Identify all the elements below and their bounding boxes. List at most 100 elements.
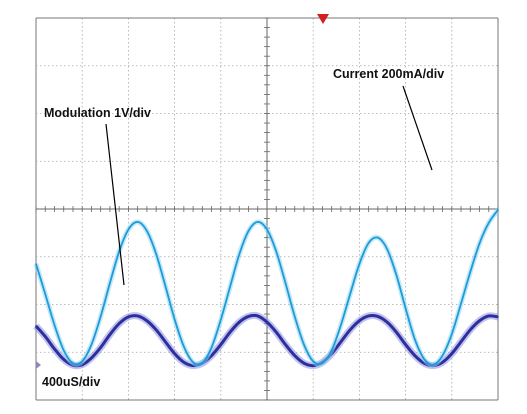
current-data-point: [72, 362, 74, 365]
current-data-point: [192, 361, 194, 364]
modulation-data-point: [256, 315, 259, 317]
modulation-data-point: [284, 343, 287, 346]
modulation-data-point: [386, 321, 388, 323]
modulation-data-point: [377, 315, 379, 318]
current-data-point: [451, 333, 453, 335]
current-data-point: [478, 242, 481, 245]
modulation-data-point: [395, 331, 398, 333]
current-data-point: [293, 315, 296, 318]
graticule-center-ticks: [35, 17, 499, 401]
current-data-point: [395, 274, 398, 276]
current-data-point: [146, 230, 148, 232]
current-trace-points: [35, 209, 499, 366]
modulation-data-point: [164, 340, 167, 343]
current-data-point: [81, 360, 83, 363]
current-data-point: [220, 318, 222, 321]
modulation-data-point: [183, 361, 185, 364]
current-data-point: [173, 318, 176, 321]
modulation-data-point: [53, 348, 56, 350]
modulation-data-point: [404, 343, 407, 346]
modulation-scale-label: Modulation 1V/div: [44, 106, 151, 120]
current-data-point: [35, 263, 37, 265]
modulation-data-point: [173, 352, 176, 355]
modulation-data-point: [109, 333, 111, 336]
modulation-data-point: [497, 316, 499, 318]
current-data-point: [330, 349, 333, 352]
current-data-point: [441, 354, 444, 357]
modulation-data-point: [229, 331, 231, 333]
current-data-point: [164, 285, 167, 287]
modulation-data-point: [146, 319, 148, 322]
modulation-data-point: [349, 329, 351, 331]
current-data-point: [284, 282, 287, 284]
current-data-point: [321, 362, 324, 365]
modulation-data-point: [99, 346, 102, 349]
modulation-data-point: [210, 354, 213, 357]
current-data-point: [358, 263, 361, 265]
current-data-point: [127, 228, 130, 231]
current-data-point: [487, 222, 490, 224]
modulation-data-point: [441, 361, 444, 364]
series-layer: [33, 208, 501, 370]
modulation-data-point: [460, 340, 462, 343]
current-data-point: [229, 286, 231, 288]
current-data-point: [201, 361, 204, 364]
current-data-point: [469, 271, 472, 273]
current-data-point: [62, 349, 65, 352]
modulation-data-point: [293, 354, 296, 357]
modulation-data-point: [367, 315, 370, 317]
current-data-point: [367, 242, 370, 244]
current-data-point: [414, 338, 416, 341]
current-data-point: [312, 360, 315, 363]
modulation-data-point: [358, 319, 361, 322]
current-data-point: [460, 302, 462, 305]
current-data-point: [349, 293, 351, 295]
current-data-point: [136, 221, 139, 223]
modulation-data-point: [155, 329, 157, 331]
modulation-data-point: [478, 319, 481, 322]
modulation-data-point: [90, 357, 93, 359]
current-data-point: [423, 358, 425, 360]
current-data-point: [377, 236, 379, 239]
current-label-leader-line: [402, 85, 433, 171]
modulation-data-point: [35, 325, 37, 327]
current-data-point: [44, 293, 47, 295]
modulation-data-point: [451, 352, 453, 355]
modulation-data-point: [487, 315, 490, 317]
current-data-point: [183, 345, 185, 348]
current-data-point: [90, 343, 93, 346]
current-data-point: [432, 363, 435, 366]
current-data-point: [109, 282, 111, 284]
current-data-point: [497, 209, 499, 211]
modulation-data-point: [275, 331, 278, 333]
timebase-label: 400uS/div: [42, 375, 100, 389]
current-scale-label: Current 200mA/div: [333, 67, 444, 81]
modulation-data-point: [220, 343, 222, 346]
current-data-point: [340, 324, 342, 326]
current-data-point: [256, 221, 259, 223]
modulation-data-point: [118, 322, 120, 325]
current-data-point: [99, 315, 102, 318]
modulation-data-point: [44, 335, 47, 338]
current-data-point: [118, 250, 120, 253]
modulation-data-point: [62, 358, 65, 361]
current-data-point: [155, 253, 157, 255]
modulation-data-point: [340, 340, 342, 343]
current-data-point: [386, 248, 388, 250]
current-data-point: [303, 343, 305, 346]
modulation-data-point: [469, 329, 472, 331]
modulation-data-point: [414, 354, 416, 357]
current-data-point: [266, 228, 268, 231]
modulation-data-point: [266, 321, 268, 323]
current-data-point: [275, 250, 278, 253]
current-data-point: [404, 307, 407, 310]
current-data-point: [238, 253, 241, 256]
modulation-data-point: [247, 315, 250, 318]
modulation-label-leader-line: [105, 123, 125, 286]
ground-level-marker: [36, 361, 41, 369]
modulation-data-point: [127, 316, 130, 318]
modulation-data-point: [312, 364, 315, 367]
current-data-point: [210, 346, 213, 349]
